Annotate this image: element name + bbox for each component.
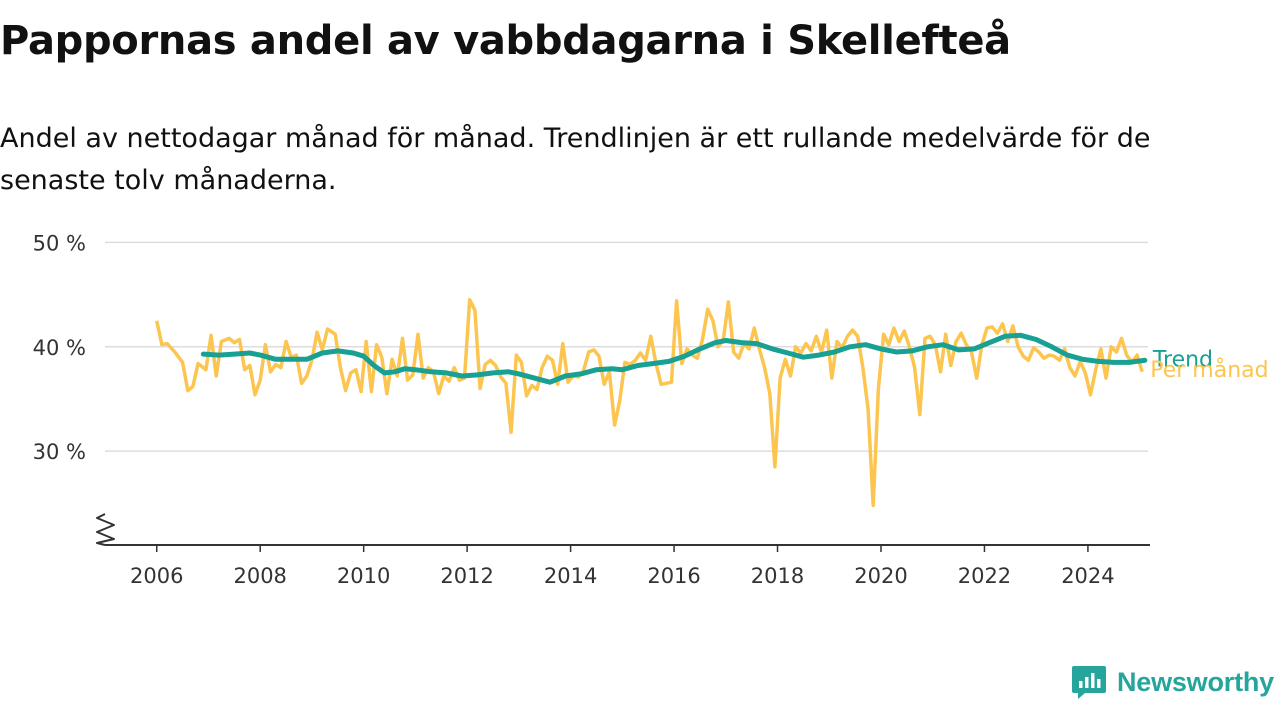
series-line-per-manad [154, 298, 1144, 508]
x-tick-label: 2012 [440, 564, 493, 588]
axes [96, 513, 1150, 546]
series-label-trend: Trend [1152, 347, 1213, 372]
grid-lines [105, 241, 1148, 452]
y-tick-label: 40 % [33, 336, 86, 360]
y-tick-labels: 30 % 40 % 50 % [33, 231, 86, 464]
brand-name: Newsworthy [1116, 666, 1274, 697]
y-tick-label: 50 % [33, 231, 86, 255]
brand-logo: Newsworthy [1071, 664, 1274, 700]
series [154, 298, 1148, 508]
x-tick-label: 2016 [647, 564, 700, 588]
y-tick-label: 30 % [33, 440, 86, 464]
y-axis-break-icon [96, 513, 115, 546]
series-line-trend [200, 332, 1148, 385]
x-tick-label: 2022 [958, 564, 1011, 588]
x-tick-label: 2018 [751, 564, 804, 588]
x-tick-label: 2010 [337, 564, 390, 588]
x-tick-label: 2008 [233, 564, 286, 588]
page-title: Pappornas andel av vabbdagarna i Skellef… [0, 18, 1011, 64]
newsworthy-logo-icon [1071, 666, 1106, 699]
x-tick-label: 2020 [854, 564, 907, 588]
x-tick-label: 2024 [1061, 564, 1114, 588]
x-tick-label: 2006 [130, 564, 183, 588]
page-subtitle: Andel av nettodagar månad för månad. Tre… [0, 123, 1151, 196]
x-tick-label: 2014 [544, 564, 597, 588]
series-label-per-manad: Per månad [1150, 357, 1268, 383]
x-tick-labels: 2006 2008 2010 2012 2014 2016 2018 2020 2022 2024 [130, 545, 1115, 588]
